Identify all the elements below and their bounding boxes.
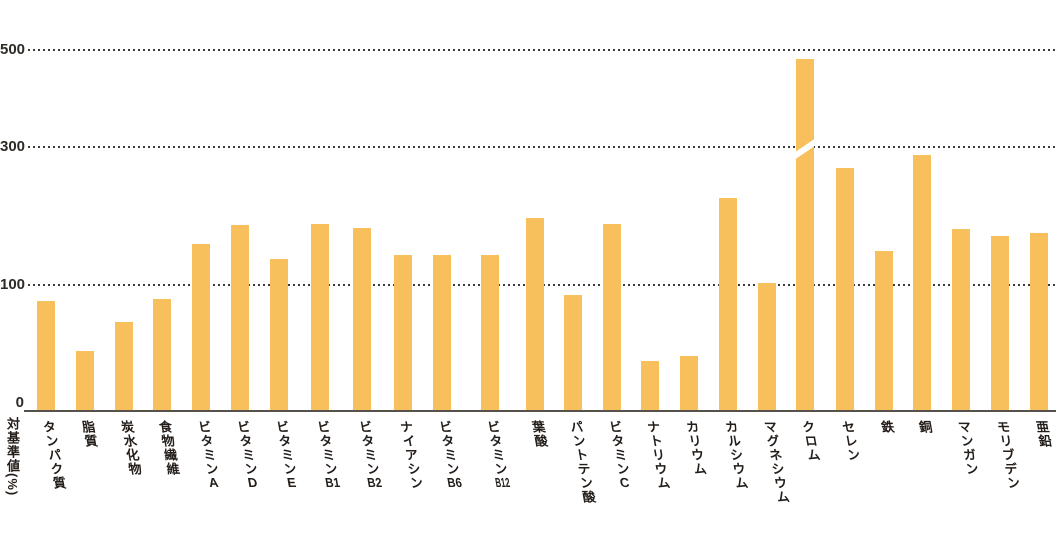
tcy-run: D: [246, 476, 259, 489]
category-label: ビタミンB6: [436, 420, 463, 489]
bar: [115, 322, 133, 411]
category-label: ナトリウム: [644, 420, 672, 490]
y-axis-title: 対基準値(%): [5, 417, 20, 497]
bar: [836, 168, 854, 411]
category-label: セレン: [839, 420, 862, 462]
category-label: 食物繊維: [156, 420, 181, 476]
bar: [526, 218, 544, 411]
category-label: ビタミンD: [232, 420, 262, 489]
category-label: カリウム: [683, 420, 708, 476]
tcy-run: B2: [366, 476, 383, 489]
bar: [564, 295, 582, 411]
category-label: マンガン: [955, 420, 980, 476]
category-label: 亜鉛: [1033, 420, 1053, 448]
bar: [796, 59, 814, 411]
y-tick-label: 100: [0, 276, 26, 293]
y-tick-label: 0: [15, 394, 24, 411]
bar: [270, 259, 288, 411]
category-label: 鉄: [878, 420, 896, 434]
bar: [311, 224, 329, 411]
category-label: タンパク質: [40, 420, 68, 490]
tcy-run: E: [286, 476, 297, 489]
category-label: パントテン酸: [567, 420, 597, 504]
category-label: ビタミンA: [193, 420, 223, 489]
tcy-run: C: [618, 476, 631, 489]
bar: [481, 255, 499, 411]
tcy-run: B6: [446, 476, 463, 489]
bar: [641, 361, 659, 411]
tcy-run: B1: [324, 476, 341, 489]
bar: [603, 224, 621, 411]
category-label: 炭水化物: [118, 420, 143, 476]
category-label: ビタミンB2: [356, 420, 383, 489]
y-tick-label: 500: [0, 41, 26, 58]
y-tick-label: 300: [0, 138, 26, 155]
gridline-500: [28, 49, 1058, 51]
category-label: ビタミンC: [604, 420, 634, 489]
bar: [680, 356, 698, 411]
bar: [875, 251, 893, 411]
category-label: ビタミンB1: [314, 420, 341, 489]
tcy-run: B12: [494, 476, 511, 489]
category-label: マグネシウム: [761, 420, 791, 504]
axis-break-mark: [796, 138, 814, 160]
bar: [231, 225, 249, 411]
category-label: ビタミンB12: [484, 420, 511, 489]
x-axis-line: [24, 410, 1056, 412]
bar: [153, 299, 171, 411]
bar: [1030, 233, 1048, 411]
bar: [719, 198, 737, 411]
bar: [952, 229, 970, 411]
bar: [394, 255, 412, 411]
category-label: 葉酸: [529, 420, 549, 448]
bar: [433, 255, 451, 411]
bar: [76, 351, 94, 411]
bar: [991, 236, 1009, 411]
category-label: ビタミンE: [271, 420, 301, 489]
bar: [192, 244, 210, 411]
category-label: モリブデン: [994, 420, 1022, 490]
category-label: カルシウム: [722, 420, 750, 490]
category-label: 銅: [916, 420, 934, 434]
bar: [37, 301, 55, 411]
bar: [913, 155, 931, 411]
bar: [353, 228, 371, 411]
category-label: 脂質: [79, 420, 99, 448]
category-label: ナイアシン: [397, 420, 425, 490]
gridline-300: [28, 146, 1058, 148]
tcy-run: A: [207, 476, 220, 489]
bar: [758, 283, 776, 411]
category-label: クロム: [799, 420, 822, 462]
